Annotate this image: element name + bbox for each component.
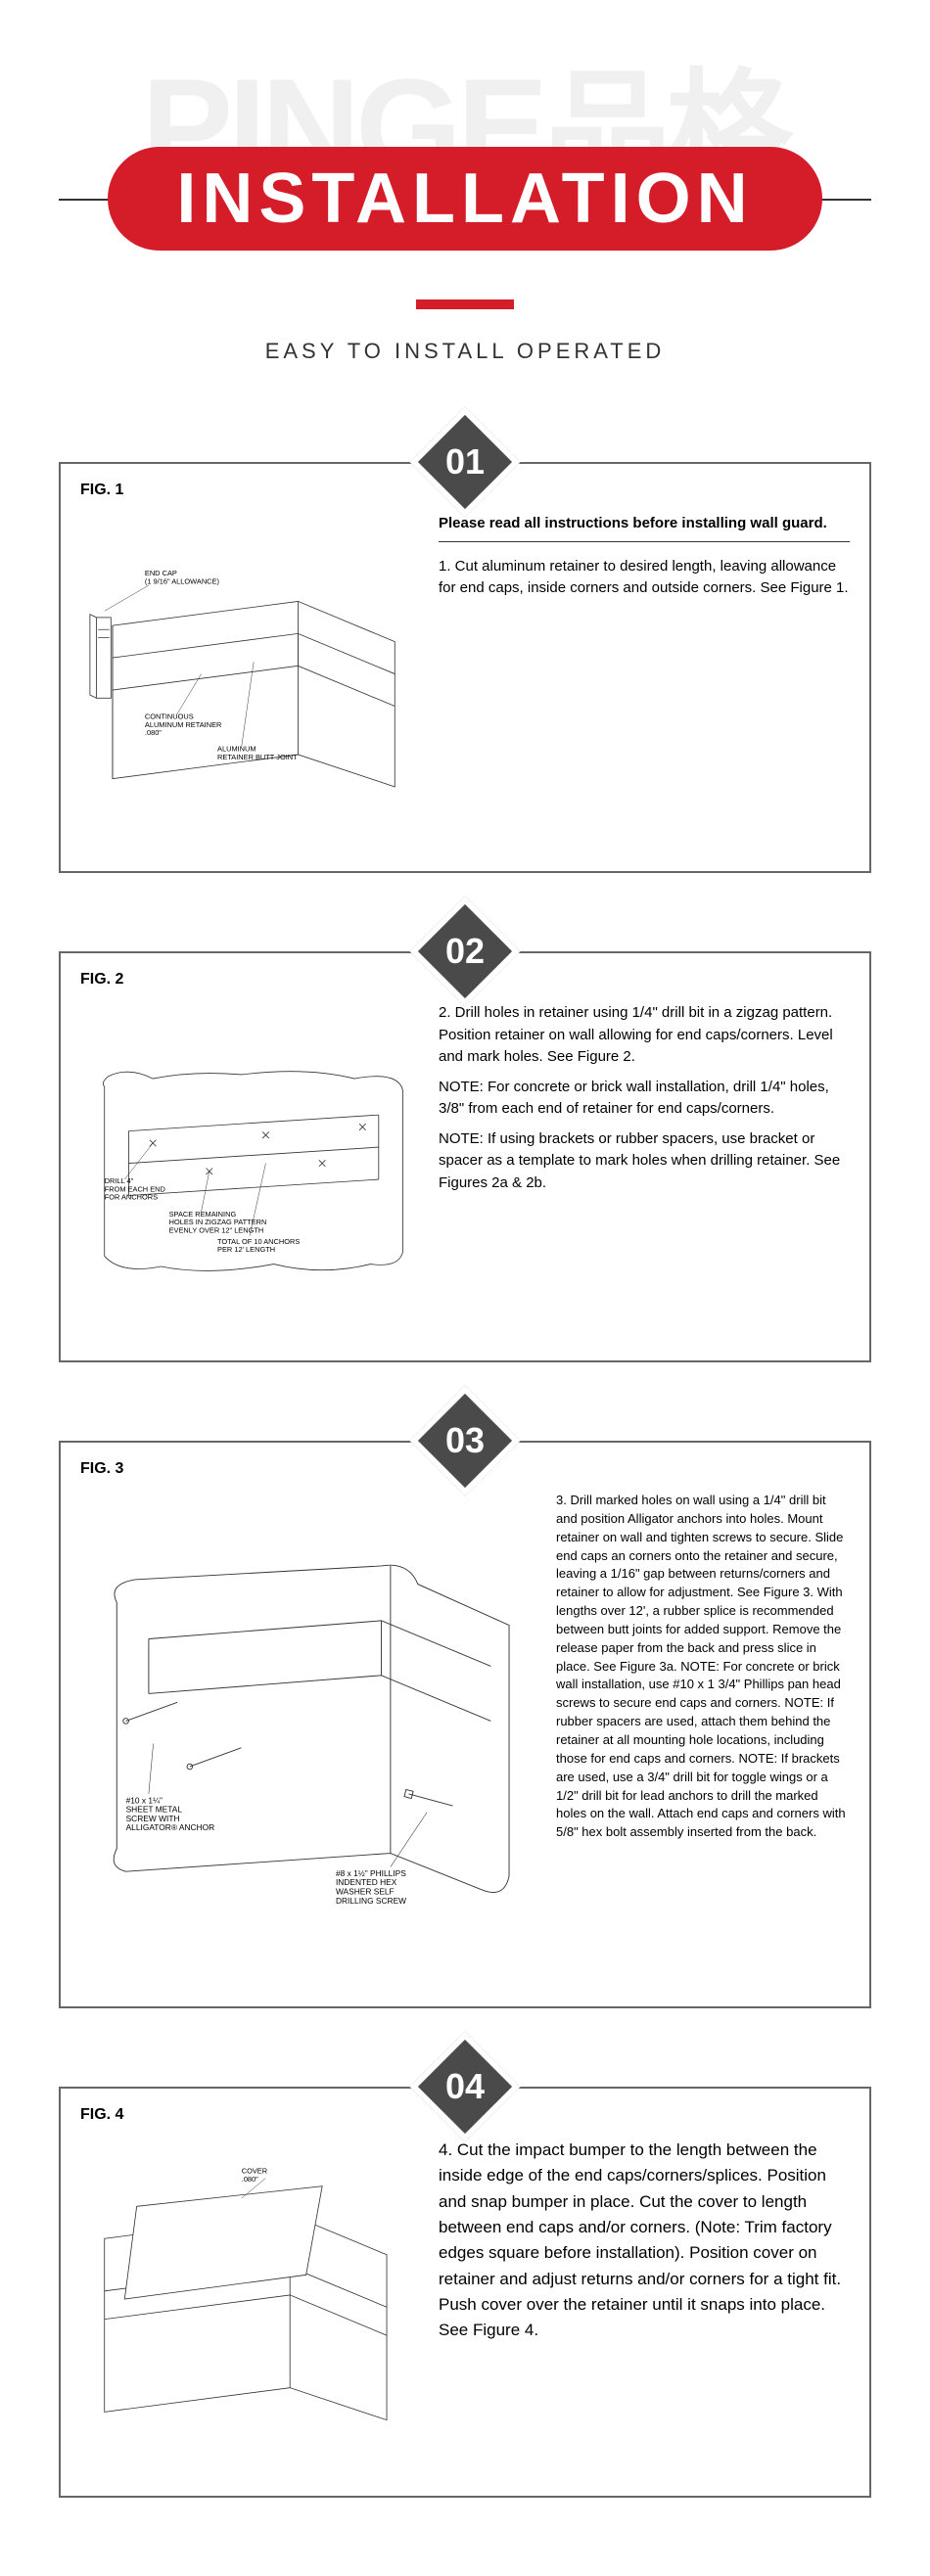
diagram-fig2: DRILL 4"FROM EACH ENDFOR ANCHORS SPACE R…: [80, 1002, 419, 1341]
instructions-2: 2. Drill holes in retainer using 1/4" dr…: [439, 1002, 850, 1341]
instructions-body: 2. Drill holes in retainer using 1/4" dr…: [439, 1002, 850, 1194]
callout-retainer: CONTINUOUSALUMINUM RETAINER.080": [145, 713, 221, 737]
step-num: 01: [445, 441, 485, 483]
instructions-header: Please read all instructions before inst…: [439, 513, 850, 542]
diagram-fig3: #10 x 1¼"SHEET METALSCREW WITHALLIGATOR®…: [80, 1492, 536, 1987]
title-pill: INSTALLATION: [108, 147, 821, 251]
panel-step-2: FIG. 2: [59, 951, 871, 1362]
fig-label: FIG. 2: [80, 971, 123, 989]
step-num: 02: [445, 931, 485, 972]
callout-drill: DRILL 4"FROM EACH ENDFOR ANCHORS: [105, 1176, 165, 1201]
step-num: 04: [445, 2066, 485, 2107]
callout-screw2: #8 x 1½" PHILLIPSINDENTED HEXWASHER SELF…: [336, 1868, 406, 1906]
callout-space: SPACE REMAININGHOLES IN ZIGZAG PATTERNEV…: [169, 1210, 267, 1234]
subtitle: EASY TO INSTALL OPERATED: [59, 339, 871, 364]
fig-label: FIG. 4: [80, 2106, 123, 2124]
callout-butt: ALUMINUMRETAINER BUTT JOINT: [217, 745, 298, 761]
callout-endcap: END CAP(1 9/16" ALLOWANCE): [145, 569, 219, 585]
callout-total: TOTAL OF 10 ANCHORSPER 12' LENGTH: [217, 1237, 300, 1254]
fig-label: FIG. 3: [80, 1460, 123, 1478]
instructions-body: 3. Drill marked holes on wall using a 1/…: [556, 1492, 850, 1842]
instructions-body: 1. Cut aluminum retainer to desired leng…: [439, 556, 850, 600]
panel-step-4: FIG. 4 COVER.080" 4. Cut the impact bump…: [59, 2087, 871, 2498]
step-num: 03: [445, 1420, 485, 1461]
panel-step-3: FIG. 3: [59, 1441, 871, 2008]
fig-label: FIG. 1: [80, 482, 123, 499]
callout-screw1: #10 x 1¼"SHEET METALSCREW WITHALLIGATOR®…: [126, 1795, 215, 1832]
diagram-fig4: COVER.080": [80, 2138, 419, 2476]
instructions-1: Please read all instructions before inst…: [439, 513, 850, 851]
callout-cover: COVER.080": [242, 2166, 267, 2183]
title-bar: INSTALLATION: [59, 147, 871, 251]
instructions-body: 4. Cut the impact bumper to the length b…: [439, 2138, 850, 2344]
instructions-4: 4. Cut the impact bumper to the length b…: [439, 2138, 850, 2476]
diagram-fig1: END CAP(1 9/16" ALLOWANCE) CONTINUOUSALU…: [80, 513, 419, 851]
instructions-3: 3. Drill marked holes on wall using a 1/…: [556, 1492, 850, 1987]
panel-step-1: FIG. 1: [59, 462, 871, 873]
accent-bar: [416, 299, 514, 309]
